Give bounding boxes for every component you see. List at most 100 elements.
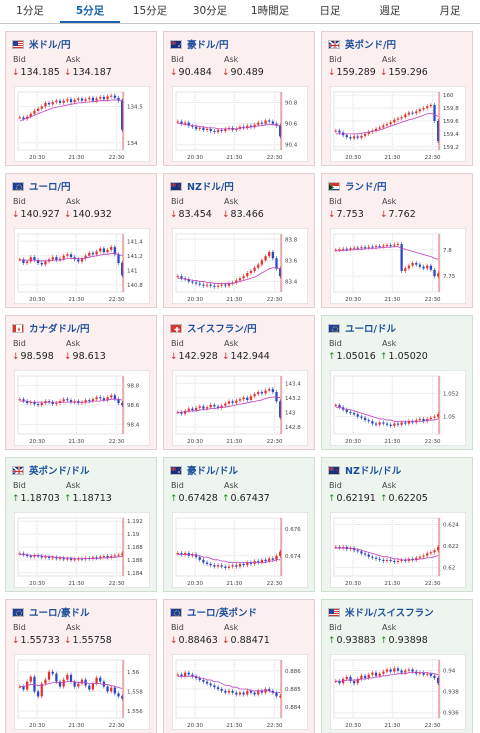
candle-body xyxy=(184,410,187,414)
candle-body xyxy=(231,282,234,284)
candle-body xyxy=(209,405,212,408)
currency-card[interactable]: NZドル/円 Bid Ask ↓83.454 ↓83.466 20:30 21:30 22:3… xyxy=(163,173,315,308)
currency-card[interactable]: ランド/円 Bid Ask ↓7.753 ↓7.762 20:30 21:30 22:30 7.… xyxy=(321,173,473,308)
pair-link[interactable]: ユーロ/円 xyxy=(12,179,70,193)
price-chart[interactable]: 20:30 21:30 22:30 1.56 1.558 1.556 xyxy=(14,654,150,730)
price-chart[interactable]: 20:30 21:30 22:30 134.5 134 xyxy=(14,86,150,162)
plot-area xyxy=(175,375,283,435)
pair-link[interactable]: 英ポンド/ドル xyxy=(12,463,89,477)
pair-link[interactable]: NZドル/ドル xyxy=(328,463,401,477)
price-chart[interactable]: 20:30 21:30 22:30 0.676 0.674 xyxy=(172,512,308,588)
tab-5min[interactable]: 5分足 xyxy=(60,0,120,23)
price-chart[interactable]: 20:30 21:30 22:30 143.4 143.2 143 142.8 xyxy=(172,370,308,446)
candle-body xyxy=(102,681,106,687)
ask-price: ↓1.55758 xyxy=(64,635,112,646)
currency-card[interactable]: ユーロ/英ポンド Bid Ask ↓0.88463 ↓0.88471 20:30 21:30… xyxy=(163,599,315,733)
candle-body xyxy=(345,248,348,250)
x-tick-label: 21:30 xyxy=(68,297,84,303)
currency-card[interactable]: ユーロ/円 Bid Ask ↓140.927 ↓140.932 20:30 21:30 22:… xyxy=(5,173,157,308)
pair-link[interactable]: ランド/円 xyxy=(328,179,386,193)
tab-1min[interactable]: 1分足 xyxy=(16,5,44,17)
currency-card[interactable]: 豪ドル/円 Bid Ask ↓90.484 ↓90.489 20:30 21:30 22:30… xyxy=(163,31,315,166)
pair-link[interactable]: カナダドル/円 xyxy=(12,321,89,335)
candle-body xyxy=(47,556,51,558)
candle-body xyxy=(213,405,216,407)
pair-link[interactable]: ユーロ/英ポンド xyxy=(170,605,257,619)
price-chart[interactable]: 20:30 21:30 22:30 98.8 98.6 98.4 xyxy=(14,370,150,446)
arrow-down-icon: ↓ xyxy=(380,68,388,78)
pair-link[interactable]: 米ドル/円 xyxy=(12,37,70,51)
tab-weekly[interactable]: 週足 xyxy=(379,5,401,17)
candle-body xyxy=(246,273,249,277)
currency-card[interactable]: 英ポンド/ドル Bid Ask ↑1.18703 ↑1.18713 20:30 21:30 2… xyxy=(5,457,157,592)
currency-card[interactable]: 米ドル/スイスフラン Bid Ask ↑0.93883 ↑0.93898 20:30 21:… xyxy=(321,599,473,733)
candle-body xyxy=(429,104,432,107)
currency-card[interactable]: カナダドル/円 Bid Ask ↓98.598 ↓98.613 20:30 21:30 22:… xyxy=(5,315,157,450)
price-chart[interactable]: 20:30 21:30 22:30 160 159.8 159.6 159.4 159.2 xyxy=(330,86,466,162)
arrow-down-icon: ↓ xyxy=(170,68,178,78)
ask-value: 83.466 xyxy=(230,209,264,220)
candle-body xyxy=(227,283,231,286)
candle-body xyxy=(352,247,356,249)
price-chart[interactable]: 20:30 21:30 22:30 83.8 83.6 83.4 xyxy=(172,228,308,304)
y-tick-label: 83.8 xyxy=(285,237,298,243)
currency-card[interactable]: ユーロ/ドル Bid Ask ↑1.05016 ↑1.05020 20:30 21:30 22… xyxy=(321,315,473,450)
bid-label: Bid xyxy=(171,623,184,632)
price-chart[interactable]: 20:30 21:30 22:30 141.4 141.2 141 140.8 xyxy=(14,228,150,304)
pair-link[interactable]: 英ポンド/円 xyxy=(328,37,396,51)
pair-link[interactable]: 米ドル/スイスフラン xyxy=(328,605,434,619)
price-chart[interactable]: 20:30 21:30 22:30 1.052 1.05 xyxy=(330,370,466,446)
price-chart[interactable]: 20:30 21:30 22:30 0.886 0.885 0.884 xyxy=(172,654,308,730)
tab-daily[interactable]: 日足 xyxy=(319,5,341,17)
candle-body xyxy=(279,551,282,556)
currency-card[interactable]: スイスフラン/円 Bid Ask ↓142.928 ↓142.944 20:30 21:30… xyxy=(163,315,315,450)
price-chart[interactable]: 20:30 21:30 22:30 0.624 0.622 0.62 xyxy=(330,512,466,588)
price-chart[interactable]: 20:30 21:30 22:30 7.8 7.75 xyxy=(330,228,466,304)
candle-body xyxy=(47,102,51,105)
currency-card[interactable]: 英ポンド/円 Bid Ask ↓159.289 ↓159.296 20:30 21:30 22… xyxy=(321,31,473,166)
y-tick-label: 141.2 xyxy=(127,254,143,260)
pair-link[interactable]: 豪ドル/ドル xyxy=(170,463,238,477)
candle-body xyxy=(205,284,209,286)
tab-15min[interactable]: 15分足 xyxy=(132,5,168,17)
ask-value: 98.613 xyxy=(72,351,106,362)
bid-price: ↓0.88463 xyxy=(170,635,218,646)
candle-body xyxy=(404,559,407,561)
price-chart[interactable]: 20:30 21:30 22:30 90.8 90.6 90.4 xyxy=(172,86,308,162)
candle-body xyxy=(257,122,260,125)
price-chart[interactable]: 20:30 21:30 22:30 1.192 1.19 1.188 1.186 1.184 xyxy=(14,512,150,588)
candle-body xyxy=(26,261,29,263)
pair-link[interactable]: 豪ドル/円 xyxy=(170,37,228,51)
y-tick-label: 1.56 xyxy=(127,670,140,676)
ask-label: Ask xyxy=(382,339,397,348)
currency-card[interactable]: NZドル/ドル Bid Ask ↑0.62191 ↑0.62205 20:30 21:30 2… xyxy=(321,457,473,592)
candle-body xyxy=(345,676,348,679)
tab-30min[interactable]: 30分足 xyxy=(192,5,228,17)
candle-body xyxy=(363,417,367,421)
x-tick-label: 22:30 xyxy=(267,155,283,161)
ask-value: 0.93898 xyxy=(388,635,428,646)
candle-body xyxy=(113,687,116,694)
candle-body xyxy=(55,403,58,405)
pair-link[interactable]: スイスフラン/円 xyxy=(170,321,257,335)
candle-body xyxy=(275,692,278,697)
pair-link[interactable]: NZドル/円 xyxy=(170,179,234,193)
candle-body xyxy=(268,689,271,691)
pair-link[interactable]: ユーロ/豪ドル xyxy=(12,605,89,619)
currency-card[interactable]: 豪ドル/ドル Bid Ask ↑0.67428 ↑0.67437 20:30 21:30 22… xyxy=(163,457,315,592)
tab-1hour[interactable]: 1時間足 xyxy=(250,5,290,17)
currency-card[interactable]: 米ドル/円 Bid Ask ↓134.185 ↓134.187 20:30 21:30 22:… xyxy=(5,31,157,166)
candle-body xyxy=(58,557,62,559)
candle-body xyxy=(121,263,124,276)
currency-card[interactable]: ユーロ/豪ドル Bid Ask ↓1.55733 ↓1.55758 20:30 21:30 2… xyxy=(5,599,157,733)
price-chart[interactable]: 20:30 21:30 22:30 0.94 0.938 0.936 xyxy=(330,654,466,730)
pair-link[interactable]: ユーロ/ドル xyxy=(328,321,396,335)
candle-body xyxy=(393,119,396,123)
y-tick-label: 159.2 xyxy=(443,145,459,151)
bid-value: 159.289 xyxy=(336,67,376,78)
candle-body xyxy=(437,121,440,141)
candle-body xyxy=(371,246,374,248)
candle-body xyxy=(271,389,274,392)
tab-monthly[interactable]: 月足 xyxy=(439,5,461,17)
candle-body xyxy=(374,128,378,131)
